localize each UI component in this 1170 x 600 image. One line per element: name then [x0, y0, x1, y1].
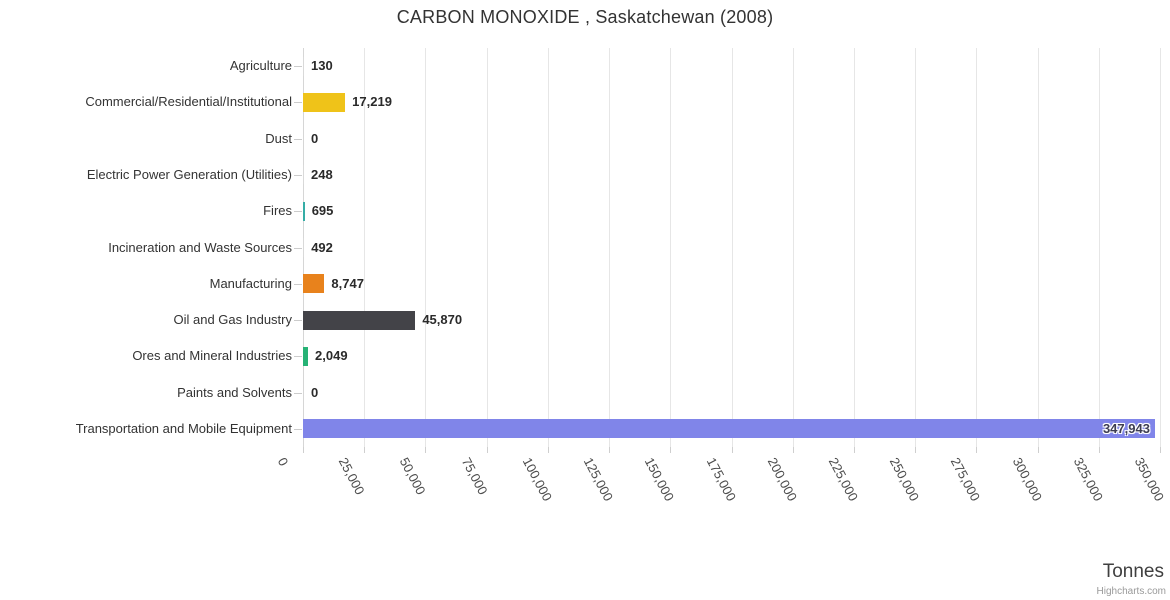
bar[interactable]: [303, 238, 305, 257]
category-tick: [294, 66, 302, 68]
value-label: 347,943: [1102, 420, 1150, 436]
gridline: [976, 48, 978, 447]
gridline: [792, 48, 794, 447]
bar[interactable]: [303, 274, 325, 294]
gridline: [1037, 48, 1039, 447]
xaxis-tick-label: 275,000: [948, 455, 984, 504]
axis-tick: [915, 447, 917, 453]
chart-title: CARBON MONOXIDE , Saskatchewan (2008): [396, 7, 774, 27]
highcharts-credit[interactable]: Highcharts.com: [1096, 586, 1166, 597]
category-label: Electric Power Generation (Utilities): [86, 166, 292, 182]
xaxis-tick-label: 125,000: [580, 455, 617, 504]
bar[interactable]: [303, 419, 1155, 439]
category-tick: [294, 174, 302, 176]
category-label: Manufacturing: [209, 275, 292, 291]
value-label: 248: [311, 166, 333, 182]
axis-tick: [425, 447, 427, 453]
xaxis-tick-label: 250,000: [886, 455, 923, 504]
xaxis-tick-label: 50,000: [397, 455, 430, 498]
xaxis-tick-label: 325,000: [1070, 455, 1106, 504]
axis-tick: [731, 447, 733, 453]
category-label: Transportation and Mobile Equipment: [75, 420, 292, 436]
bar[interactable]: [303, 310, 416, 330]
axis-tick: [303, 447, 304, 453]
gridline: [609, 48, 611, 447]
category-label: Ores and Mineral Industries: [132, 348, 292, 364]
value-label: 695: [311, 203, 334, 219]
gridline: [731, 48, 733, 447]
value-label: 130: [311, 58, 333, 74]
axis-tick: [547, 447, 549, 453]
gridline: [670, 48, 672, 447]
category-label: Agriculture: [229, 58, 292, 74]
category-tick: [294, 247, 302, 249]
xaxis-title: Tonnes: [1102, 561, 1164, 582]
axis-tick: [364, 447, 366, 453]
axis-tick: [670, 447, 672, 453]
gridline: [915, 48, 917, 447]
category-label: Commercial/Residential/Institutional: [85, 94, 292, 110]
gridline: [1098, 48, 1100, 447]
xaxis-tick-label: 300,000: [1009, 455, 1045, 504]
xaxis-tick-label: 350,000: [1131, 455, 1168, 504]
axis-tick: [486, 447, 488, 453]
axis-tick: [792, 447, 794, 453]
bar[interactable]: [303, 346, 309, 366]
xaxis-tick-label: 25,000: [335, 455, 368, 498]
value-label: 2,049: [315, 348, 348, 364]
xaxis-tick-label: 0: [274, 455, 292, 469]
category-tick: [294, 211, 302, 213]
category-tick: [294, 283, 302, 285]
xaxis-tick-label: 225,000: [825, 455, 861, 504]
category-tick: [294, 428, 302, 430]
axis-tick: [609, 447, 611, 453]
value-label: 8,747: [331, 275, 364, 291]
value-label: 17,219: [352, 94, 392, 110]
axis-tick: [1098, 447, 1100, 453]
value-label: 0: [311, 384, 319, 400]
category-tick: [294, 392, 302, 394]
xaxis-tick-label: 75,000: [458, 455, 491, 498]
gridline: [1160, 48, 1161, 447]
gridline: [853, 48, 855, 447]
category-label: Oil and Gas Industry: [173, 312, 293, 328]
bar[interactable]: [303, 165, 304, 185]
axis-tick: [976, 447, 978, 453]
category-label: Incineration and Waste Sources: [108, 239, 292, 255]
xaxis-tick-label: 150,000: [642, 455, 678, 504]
category-label: Dust: [265, 130, 292, 146]
value-label: 45,870: [422, 312, 463, 328]
category-tick: [294, 320, 302, 322]
xaxis-tick-label: 175,000: [703, 455, 739, 504]
gridline: [486, 48, 488, 447]
axis-tick: [1160, 447, 1161, 453]
category-label: Paints and Solvents: [177, 384, 292, 400]
xaxis-tick-label: 100,000: [519, 455, 555, 504]
category-label: Fires: [263, 203, 292, 219]
gridline: [364, 48, 366, 447]
category-tick: [294, 102, 302, 104]
bar[interactable]: [303, 201, 305, 221]
axis-tick: [1037, 447, 1039, 453]
xaxis-tick-label: 200,000: [764, 455, 800, 504]
value-label: 0: [311, 130, 319, 146]
gridline: [547, 48, 549, 447]
category-tick: [294, 138, 302, 140]
category-tick: [294, 356, 302, 358]
bar[interactable]: [303, 92, 346, 112]
gridline: [425, 48, 427, 447]
axis-tick: [853, 447, 855, 453]
value-label: 492: [311, 239, 333, 255]
